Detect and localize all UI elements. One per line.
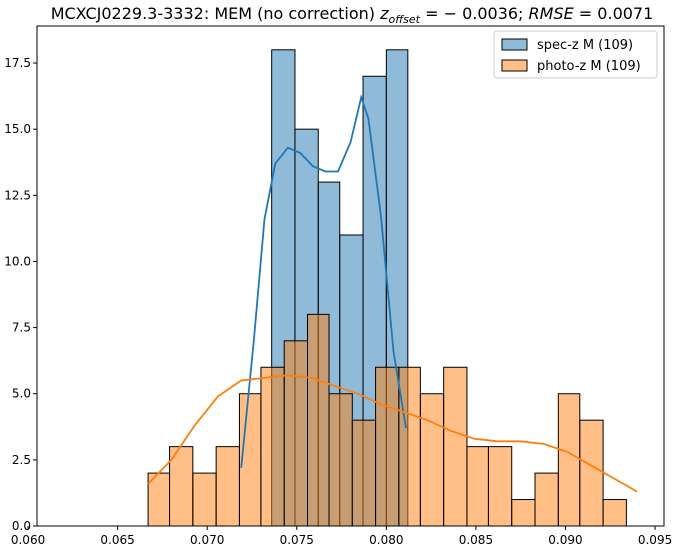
- x-tick-label: 0.060: [11, 533, 45, 547]
- histogram-bar: [487, 446, 513, 527]
- y-tick-label: 15.0: [4, 122, 31, 136]
- histogram-bar: [602, 499, 627, 527]
- histogram-bar: [328, 393, 353, 527]
- histogram-bar: [283, 340, 309, 527]
- title-offset-subscript: offset: [389, 13, 421, 26]
- x-tick-label: 0.075: [280, 533, 314, 547]
- histogram-bar: [534, 472, 559, 527]
- x-tick-label: 0.085: [459, 533, 493, 547]
- histogram-bar: [375, 366, 400, 527]
- title-rmse-label: RMSE: [529, 4, 575, 23]
- series-photo-z: [147, 313, 627, 527]
- histogram-bar: [511, 499, 536, 527]
- histogram-bar: [260, 366, 285, 527]
- y-tick-label: 10.0: [4, 254, 31, 268]
- legend-label-photo-z: photo-z M (109): [537, 59, 641, 74]
- y-tick-label: 2.5: [12, 453, 31, 467]
- histogram-bar: [579, 419, 604, 527]
- histogram-bar: [215, 446, 240, 527]
- x-tick-label: 0.065: [100, 533, 134, 547]
- y-tick-label: 0.0: [12, 519, 31, 533]
- histogram-bar: [466, 446, 489, 527]
- legend: spec-z M (109) photo-z M (109): [493, 30, 658, 79]
- legend-swatch-spec-z: [501, 38, 528, 51]
- histogram-bar: [398, 366, 421, 527]
- legend-swatch-photo-z: [501, 59, 528, 72]
- x-tick-label: 0.070: [190, 533, 224, 547]
- title-offset-value: = − 0.0036;: [420, 4, 529, 23]
- y-tick-label: 17.5: [4, 56, 31, 70]
- y-tick-label: 5.0: [12, 387, 31, 401]
- plot-area: [147, 49, 638, 527]
- chart-title: MCXCJ0229.3-3332: MEM (no correction) zo…: [51, 4, 654, 26]
- title-main: MCXCJ0229.3-3332: MEM (no correction): [51, 4, 380, 23]
- title-rmse-value: = 0.0071: [574, 4, 654, 23]
- x-tick-label: 0.095: [638, 533, 672, 547]
- kde-line-spec-z: [240, 94, 407, 468]
- histogram-bar: [192, 472, 217, 527]
- title-z-offset: z: [379, 4, 389, 23]
- axes-frame: [36, 25, 665, 527]
- x-tick-label: 0.090: [548, 533, 582, 547]
- y-tick-label: 12.5: [4, 188, 31, 202]
- legend-label-spec-z: spec-z M (109): [537, 38, 633, 53]
- kde-line-photo-z: [147, 374, 638, 493]
- x-tick-label: 0.080: [369, 533, 403, 547]
- legend-frame: [493, 30, 658, 79]
- axes: 0.060 0.065 0.070 0.075 0.080 0.085 0.090 0.095…: [4, 25, 672, 547]
- histogram-bar: [307, 313, 330, 527]
- histogram-bar: [557, 393, 581, 527]
- histogram-bar: [351, 419, 377, 527]
- y-tick-label: 7.5: [12, 321, 31, 335]
- histogram-bar: [419, 393, 445, 527]
- histogram-bar: [443, 366, 468, 527]
